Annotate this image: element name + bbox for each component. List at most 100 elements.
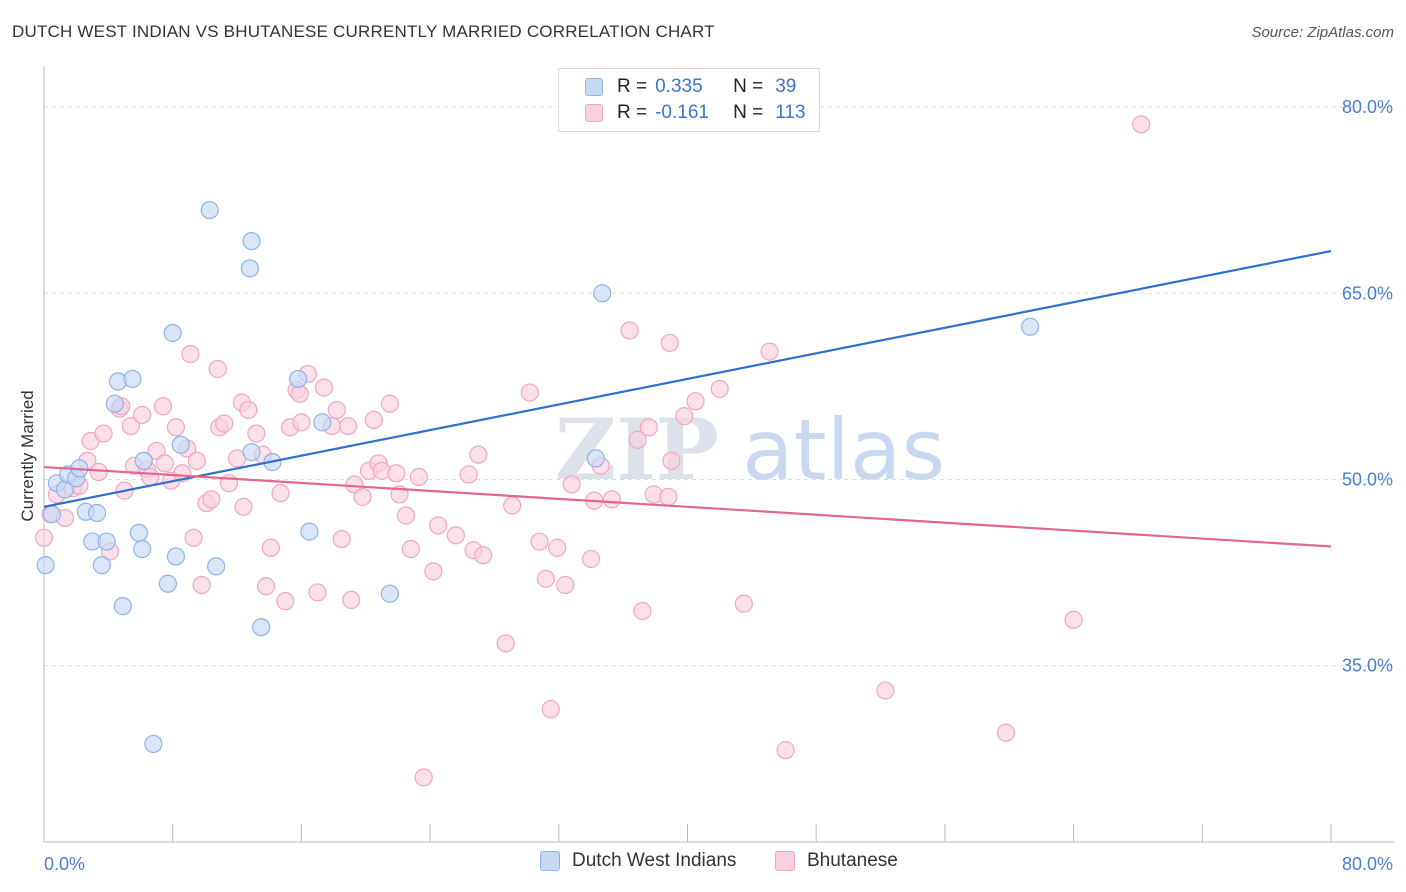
dutch-west-indians-point (158, 574, 177, 593)
bhutanese-point (314, 378, 334, 397)
legend-label: Dutch West Indians (572, 850, 737, 871)
x-tick-label: 0.0% (44, 854, 85, 874)
bhutanese-point (530, 532, 549, 551)
trend-lines (43, 249, 1332, 548)
bhutanese-point (89, 462, 108, 482)
bhutanese-point (760, 342, 779, 361)
bhutanese-point (536, 569, 556, 588)
n-value: 113 (775, 102, 806, 123)
bhutanese-point (633, 601, 652, 621)
dutch-west-indians-point (87, 503, 107, 523)
tick-labels: 35.0% 50.0% 65.0% 80.0% 0.0% 80.0% (44, 97, 1393, 874)
bhutanese-point (1132, 115, 1151, 134)
y-tick-label: 50.0% (1342, 469, 1393, 489)
dutch-west-indians-point (144, 734, 163, 754)
bhutanese-point (261, 538, 280, 557)
legend-item-bhutanese[interactable]: Bhutanese (775, 850, 898, 872)
dutch-west-indians-trend-line (43, 249, 1332, 508)
bhutanese-point (308, 583, 327, 602)
bhutanese-point (659, 487, 678, 506)
bhutanese-point (446, 526, 465, 545)
chart-title: DUTCH WEST INDIAN VS BHUTANESE CURRENTLY… (12, 22, 715, 41)
bhutanese-point (602, 490, 621, 509)
bhutanese-point (396, 506, 416, 525)
bhutanese-point (409, 467, 428, 487)
bhutanese-point (332, 529, 351, 549)
bhutanese-swatch (775, 851, 795, 871)
dutch-west-indians-point (252, 618, 271, 637)
dutch-west-indians-point (133, 539, 152, 559)
dutch-west-indians-point (313, 413, 332, 432)
dutch-west-indians-point (97, 532, 116, 551)
dutch-west-indians-point (242, 232, 261, 251)
n-label: N = (733, 102, 764, 123)
n-label: N = (733, 76, 764, 97)
bhutanese-point (662, 451, 681, 470)
bhutanese-point (628, 430, 647, 449)
bhutanese-point (1064, 610, 1083, 629)
bhutanese-point (503, 496, 522, 515)
bhutanese-point (153, 397, 173, 416)
dutch-west-indians-point (300, 522, 319, 541)
bhutanese-point (121, 417, 140, 436)
dutch-west-indians-point (1021, 317, 1040, 336)
bhutanese-point (239, 400, 258, 420)
bhutanese-point (276, 592, 295, 611)
bhutanese-point (338, 417, 358, 436)
bhutanese-point (541, 700, 560, 719)
bhutanese-point (155, 454, 174, 473)
y-tick-label: 65.0% (1342, 283, 1393, 303)
legend-item-dutch-west-indians[interactable]: Dutch West Indians (540, 850, 736, 872)
bhutanese-point (556, 575, 575, 595)
bhutanese-point (581, 549, 601, 569)
bhutanese-point (710, 379, 729, 398)
dutch-west-indians-point (36, 556, 55, 575)
bhutanese-point (271, 484, 290, 503)
bhutanese-point (256, 577, 276, 596)
stats-legend-row-bhutanese: R = -0.161 N = 113 (585, 100, 806, 126)
dutch-west-indians-point (207, 557, 226, 576)
x-tick-label: 80.0% (1342, 854, 1393, 874)
bhutanese-point (675, 407, 694, 426)
axes (43, 66, 1394, 843)
bhutanese-point (562, 475, 581, 494)
bhutanese-point (424, 562, 443, 581)
stats-legend: R = 0.335 N = 39 R = -0.161 N = 113 (558, 68, 820, 132)
dutch-west-indians-point (242, 443, 261, 462)
dutch-west-indians-point (92, 556, 112, 575)
dutch-west-indians-point (42, 505, 62, 524)
r-label: R = (617, 76, 648, 97)
bhutanese-point (166, 418, 186, 437)
dutch-west-indians-point (380, 584, 399, 603)
dutch-west-indians-point (105, 394, 124, 413)
dutch-west-indians-point (113, 597, 132, 616)
dutch-west-indians-point (166, 547, 186, 566)
dutch-west-indians-point (163, 323, 182, 343)
bhutanese-point (247, 424, 266, 443)
r-value: 0.335 (655, 76, 703, 97)
y-tick-label: 35.0% (1342, 656, 1393, 676)
bhutanese-swatch (585, 104, 603, 122)
dutch-west-indians-swatch (585, 78, 603, 96)
stats-legend-row-dutch-west-indians: R = 0.335 N = 39 (585, 74, 796, 100)
n-value: 39 (775, 76, 797, 97)
dutch-west-indians-point (123, 369, 142, 389)
dutch-west-indians-point (171, 435, 190, 454)
bhutanese-point (387, 464, 406, 483)
dutch-west-indians-point (593, 284, 612, 303)
y-tick-label: 80.0% (1342, 97, 1393, 117)
dutch-west-indians-point (240, 259, 260, 278)
bhutanese-point (660, 333, 679, 353)
bhutanese-point (620, 321, 639, 340)
dutch-west-indians-point (586, 449, 605, 468)
legend-label: Bhutanese (807, 850, 898, 871)
bhutanese-point (364, 410, 383, 429)
bhutanese-point (292, 413, 311, 432)
source-label: Source: ZipAtlas.com (1251, 24, 1394, 41)
bhutanese-point (496, 634, 515, 653)
bhutanese-point (133, 405, 152, 425)
bhutanese-point (734, 594, 753, 613)
bhutanese-point (215, 414, 234, 433)
bhutanese-point (202, 490, 221, 509)
bhutanese-point (184, 528, 203, 547)
